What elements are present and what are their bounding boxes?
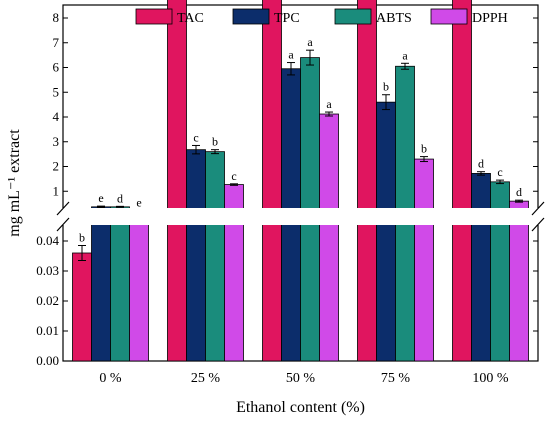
y-tick-label-upper: 7 <box>53 35 60 50</box>
y-tick-label-upper: 8 <box>53 10 60 25</box>
significance-letter: e <box>98 191 103 205</box>
axis-break-mark <box>531 217 545 232</box>
axis-break-mark <box>531 201 545 216</box>
bar-tpc <box>376 101 396 362</box>
y-tick-label-upper: 3 <box>53 134 60 149</box>
significance-letter: b <box>79 231 85 245</box>
legend-label: DPPH <box>472 11 508 26</box>
legend-swatch <box>232 8 270 25</box>
legend-swatch <box>135 8 173 25</box>
bar-dpph <box>319 113 339 362</box>
bar-tpc <box>186 149 206 362</box>
significance-letter: b <box>212 135 218 149</box>
bar-tpc <box>91 206 111 362</box>
significance-letter: d <box>516 185 522 199</box>
bar-abts <box>110 206 130 362</box>
legend-swatch <box>334 8 372 25</box>
significance-letter: b <box>383 80 389 94</box>
legend-label: TPC <box>274 11 300 26</box>
significance-letter: c <box>497 165 502 179</box>
y-tick-label-lower: 0.00 <box>36 353 59 368</box>
y-tick-label-upper: 2 <box>53 159 60 174</box>
y-tick-label-upper: 1 <box>53 183 60 198</box>
x-category-label: 50 % <box>286 371 316 386</box>
y-tick-label-lower: 0.01 <box>36 323 59 338</box>
significance-letter: d <box>117 191 123 205</box>
bar-dpph <box>509 200 529 362</box>
legend-label: ABTS <box>376 11 412 26</box>
significance-letter: a <box>307 35 313 49</box>
bar-tac <box>167 0 187 362</box>
y-tick-label-lower: 0.03 <box>36 263 59 278</box>
bar-abts <box>205 151 225 362</box>
legend-swatch <box>430 8 468 25</box>
bar-tac <box>452 0 472 362</box>
significance-letter: a <box>288 48 294 62</box>
bar-tpc <box>471 173 491 362</box>
y-tick-label-lower: 0.02 <box>36 293 59 308</box>
y-tick-label-upper: 6 <box>53 60 60 75</box>
x-category-label: 75 % <box>381 371 411 386</box>
y-axis-title: mg mL⁻¹ extract <box>6 129 23 237</box>
x-category-label: 0 % <box>99 371 122 386</box>
x-category-label: 100 % <box>472 371 509 386</box>
significance-letter: b <box>421 142 427 156</box>
legend-label: TAC <box>177 11 204 26</box>
axis-break-band <box>61 208 540 225</box>
bar-tac <box>72 252 92 362</box>
axis-break-mark <box>56 217 70 232</box>
significance-letter: a <box>326 97 332 111</box>
significance-letter: e <box>136 195 141 209</box>
bar-tac <box>357 0 377 362</box>
x-axis-title: Ethanol content (%) <box>236 399 365 416</box>
x-category-label: 25 % <box>191 371 221 386</box>
significance-letter: a <box>402 48 408 62</box>
axis-break-mark <box>56 201 70 216</box>
significance-letter: c <box>193 130 198 144</box>
significance-letter: d <box>478 157 484 171</box>
y-tick-label-lower: 0.04 <box>36 233 59 248</box>
significance-letter: c <box>231 169 236 183</box>
y-tick-label-upper: 5 <box>53 84 60 99</box>
y-tick-label-upper: 4 <box>53 109 60 124</box>
bar-tac <box>262 0 282 362</box>
bar-dpph <box>414 158 434 362</box>
bar-dpph <box>129 210 149 362</box>
